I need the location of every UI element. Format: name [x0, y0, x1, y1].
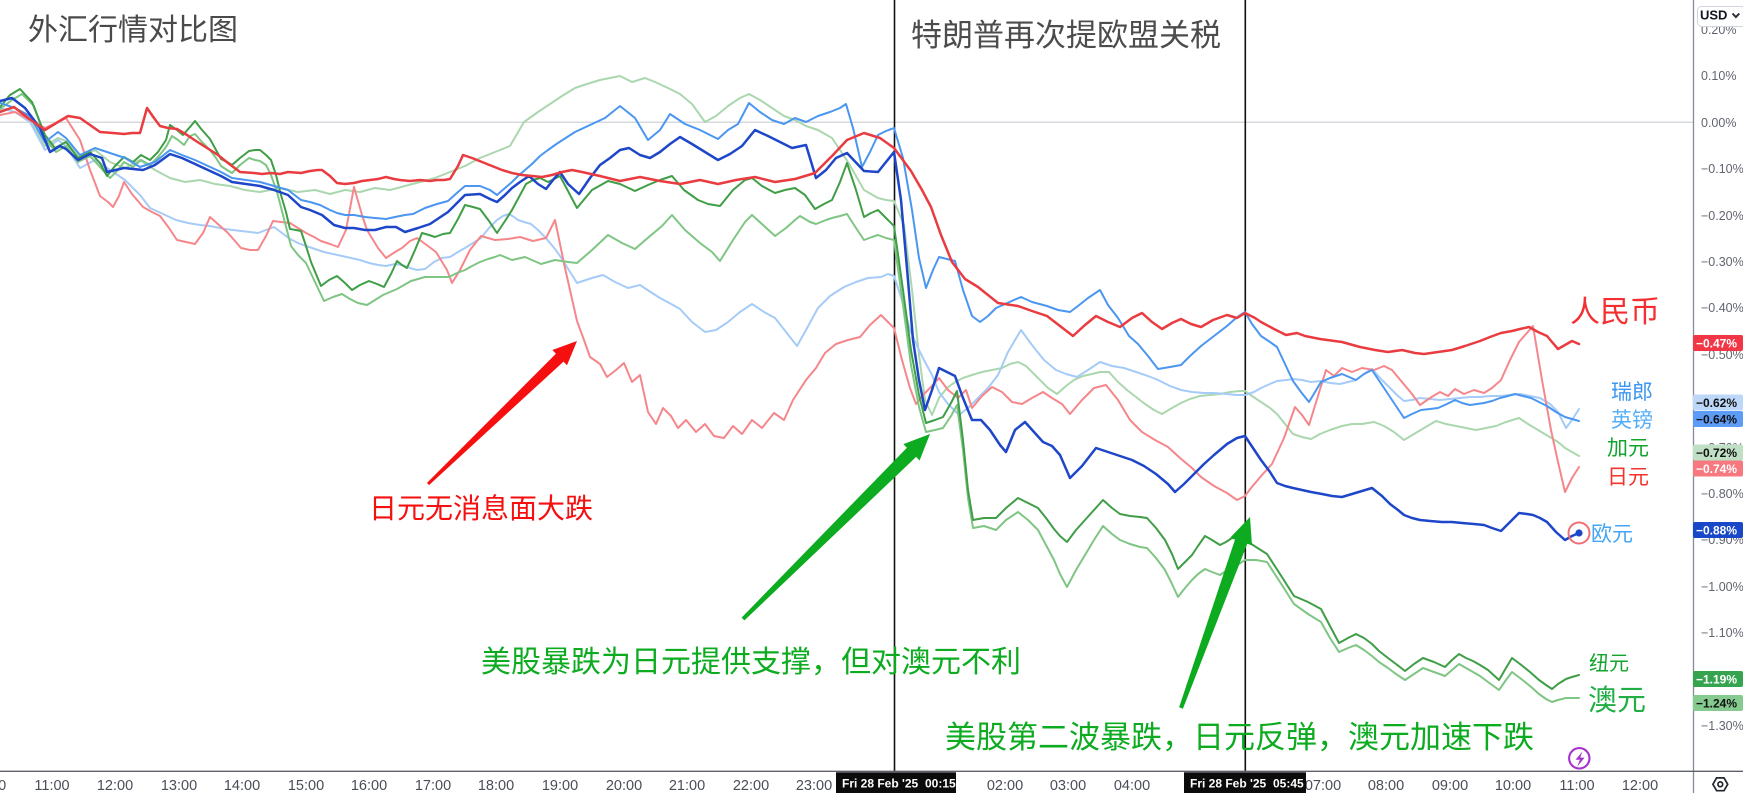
svg-text:04:00: 04:00 [1114, 778, 1150, 793]
svg-text:澳元: 澳元 [1588, 684, 1646, 717]
svg-text:−0.64%: −0.64% [1696, 413, 1737, 427]
svg-text:11:00: 11:00 [34, 778, 69, 793]
svg-text:−1.10%: −1.10% [1701, 626, 1743, 640]
svg-text:−0.30%: −0.30% [1701, 255, 1743, 269]
svg-text:−0.47%: −0.47% [1696, 337, 1737, 351]
svg-text:−0.10%: −0.10% [1701, 162, 1743, 176]
svg-text:纽元: 纽元 [1589, 652, 1629, 675]
svg-text:日元无消息面大跌: 日元无消息面大跌 [369, 493, 593, 524]
svg-text:欧元: 欧元 [1591, 523, 1633, 546]
svg-text:10:00: 10:00 [0, 778, 6, 793]
svg-text:Fri 28 Feb '25: Fri 28 Feb '25 [842, 777, 919, 791]
svg-text:加元: 加元 [1607, 437, 1649, 460]
svg-text:18:00: 18:00 [478, 778, 514, 793]
svg-text:瑞郎: 瑞郎 [1611, 381, 1653, 404]
svg-text:11:00: 11:00 [1559, 778, 1594, 793]
svg-text:13:00: 13:00 [161, 778, 197, 793]
svg-text:日元: 日元 [1607, 466, 1649, 489]
svg-text:19:00: 19:00 [542, 778, 578, 793]
svg-text:−1.30%: −1.30% [1701, 719, 1743, 733]
svg-text:08:00: 08:00 [1368, 778, 1404, 793]
svg-text:14:00: 14:00 [224, 778, 260, 793]
svg-text:−1.24%: −1.24% [1696, 697, 1737, 711]
svg-text:Fri 28 Feb '25: Fri 28 Feb '25 [1190, 777, 1267, 791]
svg-text:−0.72%: −0.72% [1696, 446, 1737, 460]
svg-text:−0.20%: −0.20% [1701, 209, 1743, 223]
svg-text:12:00: 12:00 [97, 778, 133, 793]
svg-text:美股暴跌为日元提供支撑，但对澳元不利: 美股暴跌为日元提供支撑，但对澳元不利 [481, 646, 1021, 679]
svg-text:人民币: 人民币 [1570, 296, 1660, 329]
svg-text:−0.50%: −0.50% [1701, 348, 1743, 362]
svg-text:22:00: 22:00 [733, 778, 769, 793]
svg-text:23:00: 23:00 [796, 778, 832, 793]
svg-text:20:00: 20:00 [606, 778, 642, 793]
svg-text:0.00%: 0.00% [1701, 116, 1736, 130]
svg-text:−0.62%: −0.62% [1696, 396, 1737, 410]
svg-text:英镑: 英镑 [1611, 409, 1653, 432]
svg-text:10:00: 10:00 [1495, 778, 1531, 793]
svg-text:03:00: 03:00 [1050, 778, 1086, 793]
svg-text:USD: USD [1700, 8, 1727, 23]
svg-text:00:15: 00:15 [925, 777, 956, 791]
svg-text:0.10%: 0.10% [1701, 69, 1736, 83]
svg-text:美股第二波暴跌，日元反弹，澳元加速下跌: 美股第二波暴跌，日元反弹，澳元加速下跌 [945, 720, 1534, 755]
svg-text:16:00: 16:00 [351, 778, 387, 793]
svg-text:15:00: 15:00 [288, 778, 324, 793]
svg-text:21:00: 21:00 [669, 778, 705, 793]
svg-text:12:00: 12:00 [1622, 778, 1658, 793]
svg-text:07:00: 07:00 [1305, 778, 1341, 793]
svg-text:−0.88%: −0.88% [1696, 524, 1737, 538]
svg-text:−0.40%: −0.40% [1701, 301, 1743, 315]
svg-text:−0.80%: −0.80% [1701, 487, 1743, 501]
svg-text:−0.74%: −0.74% [1696, 462, 1737, 476]
svg-text:−1.00%: −1.00% [1701, 580, 1743, 594]
svg-text:外汇行情对比图: 外汇行情对比图 [28, 14, 238, 47]
svg-text:特朗普再次提欧盟关税: 特朗普再次提欧盟关税 [911, 18, 1221, 53]
svg-text:09:00: 09:00 [1432, 778, 1468, 793]
svg-text:−1.19%: −1.19% [1696, 673, 1737, 687]
svg-text:17:00: 17:00 [415, 778, 451, 793]
svg-text:02:00: 02:00 [987, 778, 1023, 793]
svg-text:05:45: 05:45 [1273, 777, 1304, 791]
